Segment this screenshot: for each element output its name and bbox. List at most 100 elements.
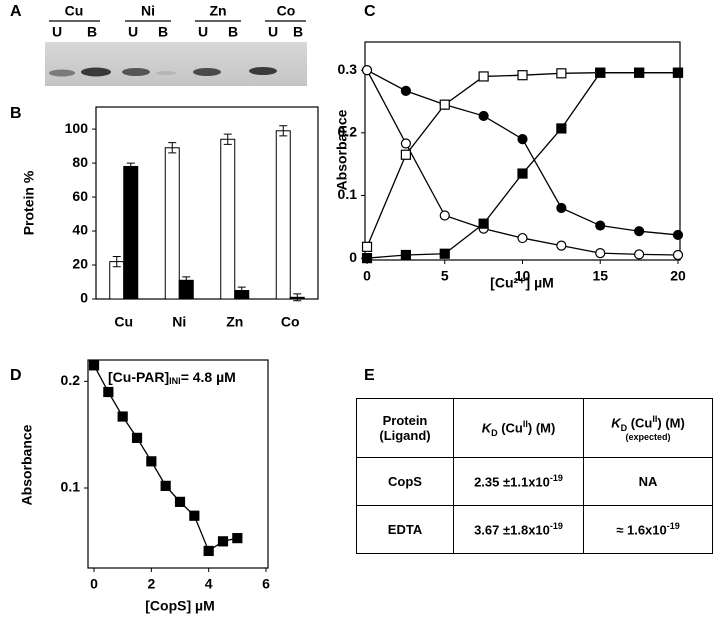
gel bbox=[45, 42, 307, 86]
x-tick-label: Cu bbox=[114, 314, 133, 330]
gel-band bbox=[122, 68, 150, 76]
annotation-part: INI bbox=[169, 376, 181, 386]
marker bbox=[634, 226, 645, 237]
panel-label: C bbox=[364, 3, 376, 20]
text: (Cu bbox=[627, 414, 653, 430]
x-tick-label: Ni bbox=[172, 314, 186, 330]
marker bbox=[517, 133, 528, 145]
bar bbox=[123, 165, 139, 300]
cell: NA bbox=[583, 457, 713, 506]
marker bbox=[400, 149, 411, 160]
text: ≈ 1.6x10 bbox=[616, 522, 667, 538]
metal-label: Co bbox=[277, 3, 296, 19]
marker bbox=[361, 241, 373, 252]
plot-frame bbox=[87, 359, 269, 569]
x-tick-label: Co bbox=[281, 314, 300, 330]
header-cell: KD (CuII) (M) (expected) bbox=[583, 398, 713, 458]
marker bbox=[361, 253, 373, 264]
metal-label: Ni bbox=[141, 3, 155, 19]
marker bbox=[634, 249, 645, 260]
marker bbox=[595, 220, 606, 231]
text: K bbox=[481, 419, 492, 435]
annotation-part: = 4.8 µM bbox=[181, 369, 236, 385]
y-tick-label: 0 bbox=[349, 249, 357, 265]
y-tick-label: 0.2 bbox=[61, 372, 81, 388]
lane-label: U bbox=[268, 24, 278, 40]
metal-label: Cu bbox=[65, 3, 84, 19]
y-tick-label: 0.2 bbox=[338, 124, 358, 140]
bar bbox=[220, 138, 236, 300]
gel-band bbox=[81, 67, 111, 77]
y-tick-label: 0 bbox=[80, 290, 88, 306]
cell: CopS bbox=[356, 457, 454, 506]
marker bbox=[232, 533, 243, 544]
lane-label: B bbox=[87, 24, 97, 40]
x-tick-label: 10 bbox=[515, 268, 531, 284]
marker bbox=[117, 411, 128, 422]
text: NA bbox=[638, 474, 658, 489]
marker bbox=[556, 202, 567, 214]
marker bbox=[439, 210, 450, 221]
bar bbox=[275, 130, 291, 300]
plot-frame bbox=[95, 106, 319, 300]
lane-label: U bbox=[198, 24, 208, 40]
marker bbox=[595, 67, 606, 78]
marker bbox=[517, 232, 528, 244]
x-tick-label: 0 bbox=[363, 268, 371, 284]
gel-band bbox=[156, 71, 176, 75]
y-axis-label: Absorbance bbox=[334, 109, 350, 190]
x-axis-label: [CopS] µM bbox=[145, 598, 215, 614]
x-tick-label: 4 bbox=[205, 576, 213, 592]
text: II bbox=[522, 418, 528, 429]
line bbox=[366, 69, 679, 236]
text: K bbox=[611, 414, 621, 430]
text: Protein bbox=[382, 413, 428, 428]
line bbox=[366, 72, 678, 248]
text: (Cu bbox=[497, 419, 523, 435]
marker bbox=[672, 67, 684, 78]
y-tick-label: 100 bbox=[65, 120, 89, 136]
marker bbox=[556, 123, 567, 134]
y-axis-label: Absorbance bbox=[19, 424, 35, 505]
text: EDTA bbox=[387, 522, 423, 537]
marker bbox=[439, 248, 450, 259]
lane-label: B bbox=[158, 24, 168, 40]
marker bbox=[439, 99, 450, 110]
panel-label: D bbox=[10, 367, 22, 384]
x-tick-label: 6 bbox=[262, 576, 270, 592]
text: II bbox=[652, 413, 658, 424]
marker bbox=[400, 85, 411, 96]
error-bar bbox=[223, 133, 232, 145]
marker bbox=[672, 229, 684, 241]
error-bar bbox=[126, 162, 135, 171]
text: D bbox=[620, 422, 628, 433]
marker bbox=[160, 480, 171, 491]
marker bbox=[400, 249, 411, 261]
x-tick-label: Zn bbox=[226, 314, 243, 330]
y-tick-label: 60 bbox=[72, 188, 88, 204]
text: -19 bbox=[549, 473, 563, 484]
cell: 2.35 ±1.1x10-19 bbox=[453, 457, 584, 506]
panel-label: E bbox=[364, 367, 375, 384]
y-tick-label: 0.1 bbox=[61, 479, 81, 495]
error-bar bbox=[237, 286, 246, 295]
y-tick-label: 20 bbox=[72, 256, 88, 272]
marker bbox=[103, 386, 114, 398]
text: 3.67 ±1.8x10 bbox=[474, 522, 550, 538]
y-tick-label: 0.3 bbox=[338, 61, 358, 77]
marker bbox=[189, 510, 200, 521]
marker bbox=[478, 218, 489, 229]
text: -19 bbox=[666, 521, 680, 532]
y-tick-label: 40 bbox=[72, 222, 88, 238]
cell: 3.67 ±1.8x10-19 bbox=[453, 505, 584, 554]
x-axis-label: [Cu²⁺] µM bbox=[490, 275, 554, 291]
panel-label: A bbox=[10, 3, 22, 20]
lane-label: B bbox=[293, 24, 303, 40]
marker bbox=[88, 360, 100, 371]
x-tick-label: 20 bbox=[670, 268, 686, 284]
panel-label: B bbox=[10, 105, 22, 122]
y-tick-label: 80 bbox=[72, 154, 88, 170]
header-cell: Protein (Ligand) bbox=[356, 398, 454, 458]
x-tick-label: 5 bbox=[441, 268, 449, 284]
gel-band bbox=[49, 69, 75, 77]
